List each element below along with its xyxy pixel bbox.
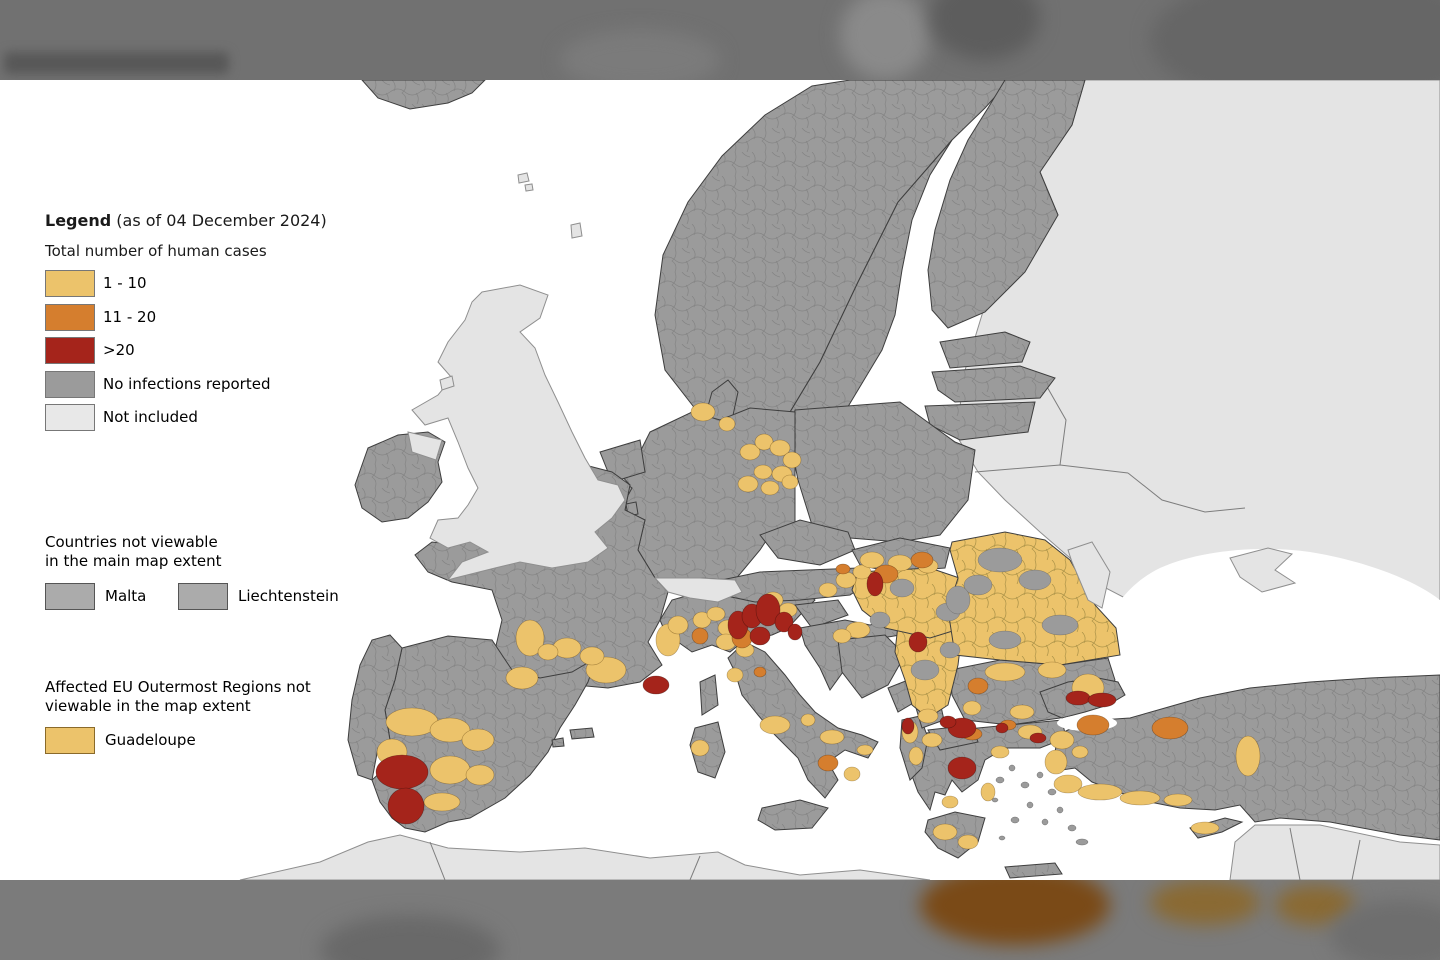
outermost-note: Affected EU Outermost Regions not viewab… (45, 678, 311, 716)
blur-blob (1330, 900, 1440, 960)
blurred-bottom-band (0, 880, 1440, 960)
legend-label-1-10: 1 - 10 (103, 274, 147, 292)
legend-swatch-11-20 (45, 304, 95, 331)
moldova (1067, 541, 1111, 609)
legend-swatch-no-infections (45, 371, 95, 398)
legend-swatch-not-included (45, 404, 95, 431)
legend-title-bold: Legend (45, 211, 112, 230)
countries-not-included-east (957, 80, 1440, 721)
blur-blob-brown (1150, 880, 1260, 925)
blur-blob-red (920, 880, 1110, 945)
legend-title-rest: (as of 04 December 2024) (111, 211, 327, 230)
legend-label-gt20: >20 (103, 341, 135, 359)
legend-swatch-gt20 (45, 337, 95, 364)
legend-swatch-1-10 (45, 270, 95, 297)
crimea (1229, 547, 1297, 593)
malta-label: Malta (105, 587, 147, 605)
legend-title: Legend (as of 04 December 2024) (45, 211, 327, 230)
countries-note-line1: Countries not viewable (45, 533, 218, 551)
blur-blob (930, 0, 1040, 60)
blur-blob (840, 0, 930, 80)
guadeloupe-label: Guadeloupe (105, 731, 196, 749)
gray-patches (869, 547, 1079, 681)
blurred-top-band (0, 0, 1440, 80)
outermost-note-line2: viewable in the map extent (45, 697, 251, 715)
outermost-note-line1: Affected EU Outermost Regions not (45, 678, 311, 696)
liechtenstein-swatch (178, 583, 228, 610)
map-panel: Legend (as of 04 December 2024) Total nu… (0, 80, 1440, 880)
countries-not-included-west (407, 172, 743, 603)
europe-map (0, 80, 1440, 880)
blur-blob (560, 30, 720, 80)
guadeloupe-swatch (45, 727, 95, 754)
non-european-not-included (239, 824, 1440, 880)
countries-note: Countries not viewable in the main map e… (45, 533, 222, 571)
legend-label-11-20: 11 - 20 (103, 308, 157, 326)
legend-label-no-infections: No infections reported (103, 375, 271, 393)
malta-swatch (45, 583, 95, 610)
liechtenstein-label: Liechtenstein (238, 587, 339, 605)
case-regions-1-10 (376, 402, 1261, 850)
aegean-islands (991, 764, 1089, 846)
blur-blob (1150, 0, 1440, 80)
blurred-watermark-text (4, 52, 229, 74)
countries-note-line2: in the main map extent (45, 552, 222, 570)
legend-label-not-included: Not included (103, 408, 198, 426)
blur-blob (320, 915, 500, 960)
legend-subtitle: Total number of human cases (45, 242, 267, 260)
case-regions-gt-20 (375, 571, 1117, 825)
